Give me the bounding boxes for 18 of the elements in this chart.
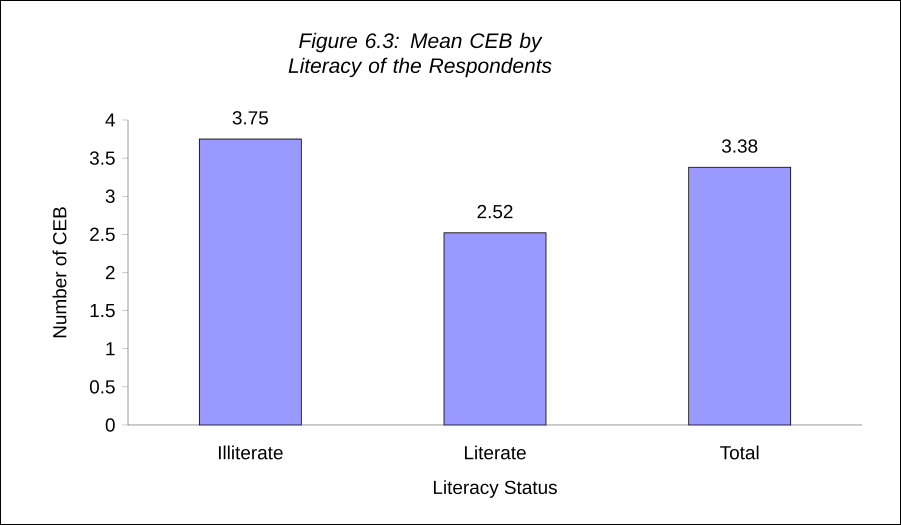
y-tick-label: 0.5 bbox=[90, 380, 115, 394]
x-axis-title: Literacy Status bbox=[434, 480, 557, 498]
y-tick-label: 3 bbox=[106, 190, 115, 203]
y-tick-label: 4 bbox=[105, 113, 115, 126]
y-tick-label: 3.5 bbox=[90, 151, 115, 165]
y-axis-title: Number of CEB bbox=[52, 207, 66, 338]
x-tick-label: Total bbox=[720, 445, 758, 460]
data-label: 3.75 bbox=[232, 111, 268, 125]
x-tick-label: Illiterate bbox=[218, 445, 283, 460]
y-tick-label: 1 bbox=[106, 342, 115, 356]
y-tick-label: 0 bbox=[106, 418, 115, 432]
chart-title: Figure 6.3: Mean CEB by Literacy of the Respondents bbox=[288, 32, 552, 78]
y-tick-label: 2.5 bbox=[90, 228, 115, 242]
y-tick-label: 1.5 bbox=[90, 304, 115, 318]
x-tick-label: Literate bbox=[464, 445, 526, 460]
data-label: 2.52 bbox=[478, 204, 512, 218]
data-label: 3.38 bbox=[722, 139, 758, 153]
y-tick-label: 2 bbox=[106, 266, 115, 280]
